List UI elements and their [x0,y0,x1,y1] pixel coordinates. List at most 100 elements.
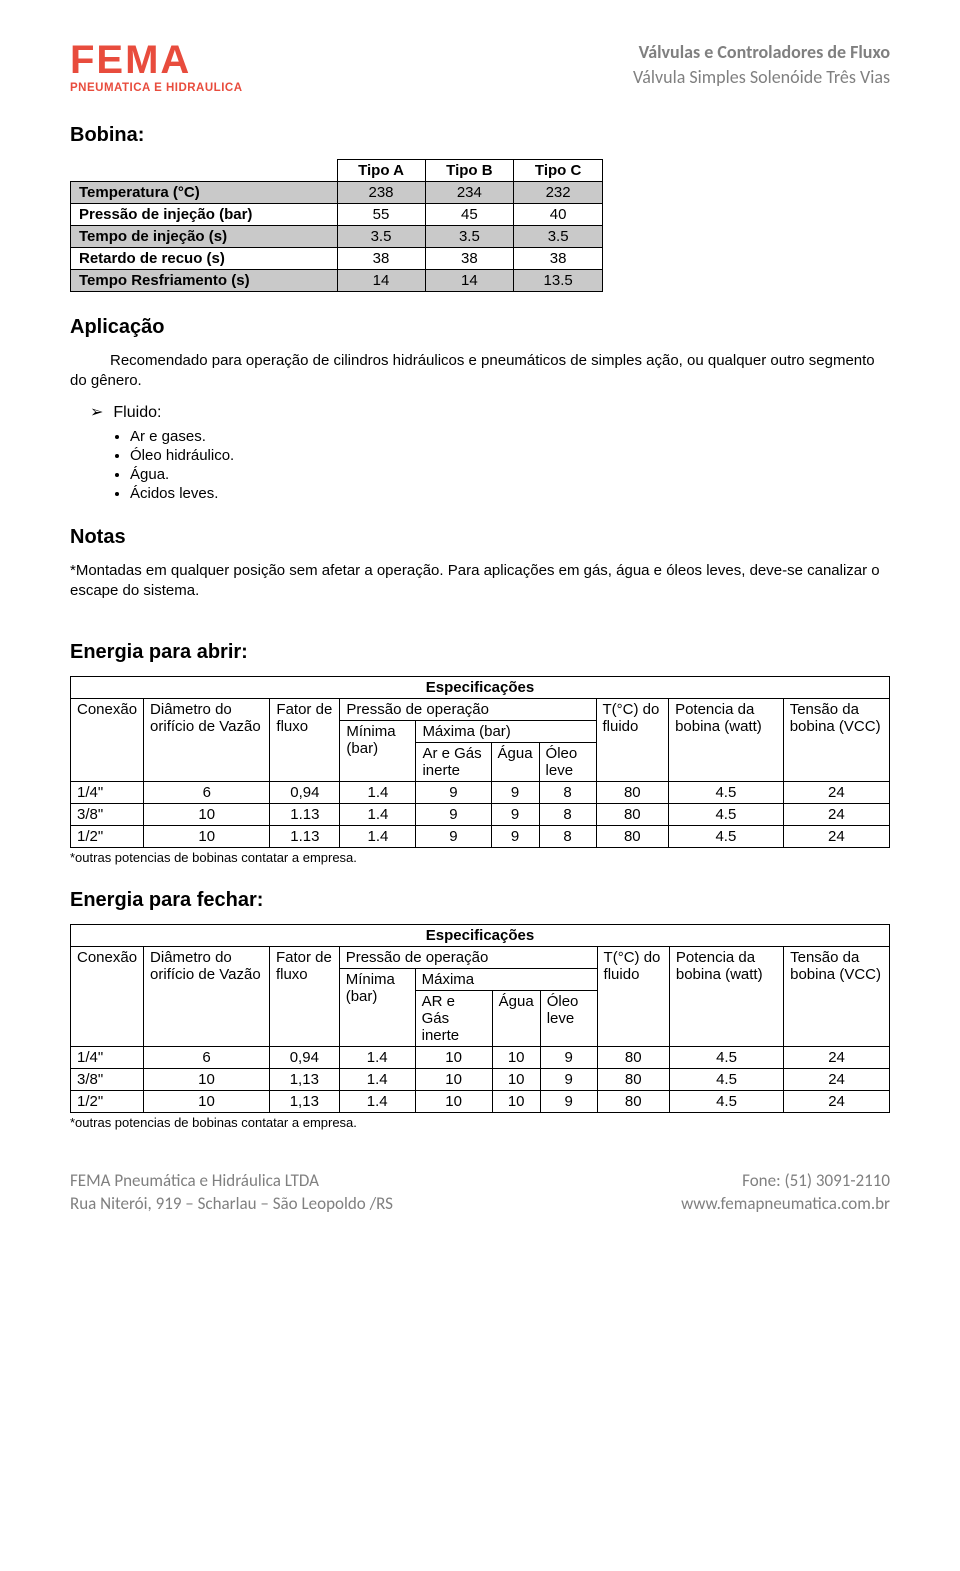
spec-row: 1/4"60,941.4998804.524 [71,782,890,804]
spec-row: 3/8"101.131.4998804.524 [71,804,890,826]
spec-cell: 4.5 [669,1069,783,1091]
spec-cell: 80 [596,804,669,826]
ea-h-temp: T(°C) do fluido [596,699,669,782]
ea-h-diam: Diâmetro do orifício de Vazão [144,699,270,782]
spec-cell: 1.4 [340,804,416,826]
bobina-cell: 13.5 [514,270,603,292]
ea-h-pressao: Pressão de operação [340,699,596,721]
spec-cell: 1.4 [340,782,416,804]
spec-cell: 8 [539,826,596,848]
spec-cell: 9 [491,804,539,826]
aplicacao-body: Recomendado para operação de cilindros h… [70,352,875,389]
footer-left1: FEMA Pneumática e Hidráulica LTDA [70,1170,393,1193]
spec-cell: 3/8" [71,1069,144,1091]
spec-cell: 6 [144,782,270,804]
logo: FEMA PNEUMATICA E HIDRAULICA [70,40,243,94]
spec-cell: 10 [492,1047,540,1069]
header-line1: Válvulas e Controladores de Fluxo [633,40,890,65]
spec-cell: 1,13 [269,1069,339,1091]
spec-cell: 8 [539,782,596,804]
spec-cell: 4.5 [669,1091,783,1113]
bobina-cell: 3.5 [514,226,603,248]
ef-spec-label: Especificações [71,925,890,947]
spec-cell: 24 [783,804,889,826]
spec-cell: 1.13 [270,804,340,826]
spec-cell: 9 [416,826,491,848]
spec-cell: 4.5 [669,804,784,826]
page-footer: FEMA Pneumática e Hidráulica LTDA Rua Ni… [70,1170,890,1216]
logo-main-text: FEMA [70,40,243,80]
bobina-cell: 38 [425,248,514,270]
bobina-cell: 38 [337,248,425,270]
fluido-item: Ácidos leves. [130,485,890,502]
bobina-title: Bobina: [70,124,890,147]
ea-spec-label: Especificações [71,677,890,699]
spec-cell: 24 [783,826,889,848]
spec-cell: 1/4" [71,782,144,804]
header-subtitle: Válvulas e Controladores de Fluxo Válvul… [633,40,890,90]
bobina-cell: 234 [425,182,514,204]
spec-cell: 1/2" [71,826,144,848]
page-header: FEMA PNEUMATICA E HIDRAULICA Válvulas e … [70,40,890,94]
spec-cell: 4.5 [669,826,784,848]
bobina-cell: 40 [514,204,603,226]
bobina-row: Temperatura (°C)238234232 [71,182,603,204]
bobina-cell: 38 [514,248,603,270]
spec-cell: 1,13 [269,1091,339,1113]
spec-cell: 8 [539,804,596,826]
spec-cell: 24 [784,1047,890,1069]
energia-abrir-table: Especificações Conexão Diâmetro do orifí… [70,676,890,848]
spec-cell: 10 [492,1069,540,1091]
spec-cell: 10 [415,1047,492,1069]
spec-cell: 10 [492,1091,540,1113]
spec-cell: 1/4" [71,1047,144,1069]
spec-cell: 6 [144,1047,270,1069]
fluido-item: Óleo hidráulico. [130,447,890,464]
header-line2: Válvula Simples Solenóide Três Vias [633,65,890,90]
spec-cell: 9 [416,804,491,826]
bobina-col-a: Tipo A [337,160,425,182]
energia-fechar-table: Especificações Conexão Diâmetro do orifí… [70,924,890,1113]
ea-h-ar: Ar e Gás inerte [416,743,491,782]
spec-cell: 1.13 [270,826,340,848]
spec-cell: 24 [784,1091,890,1113]
footer-right1: Fone: (51) 3091-2110 [681,1170,890,1193]
bobina-table: Tipo A Tipo B Tipo C Temperatura (°C)238… [70,159,603,292]
ef-h-conexao: Conexão [71,947,144,1047]
bobina-row: Tempo de injeção (s)3.53.53.5 [71,226,603,248]
spec-cell: 1/2" [71,1091,144,1113]
spec-cell: 1.4 [339,1091,415,1113]
bobina-cell: 45 [425,204,514,226]
spec-cell: 10 [415,1069,492,1091]
spec-cell: 80 [597,1047,669,1069]
bobina-cell: 14 [425,270,514,292]
bobina-col-b: Tipo B [425,160,514,182]
spec-row: 1/2"101,131.410109804.524 [71,1091,890,1113]
aplicacao-text: Recomendado para operação de cilindros h… [70,351,890,392]
spec-cell: 10 [144,1069,270,1091]
energia-fechar-title: Energia para fechar: [70,889,890,912]
energia-abrir-title: Energia para abrir: [70,641,890,664]
spec-row: 1/4"60,941.410109804.524 [71,1047,890,1069]
ef-h-max: Máxima [415,969,597,991]
ef-h-pot: Potencia da bobina (watt) [669,947,783,1047]
aplicacao-title: Aplicação [70,316,890,339]
ef-h-fator: Fator de fluxo [269,947,339,1047]
bobina-row-label: Tempo de injeção (s) [71,226,338,248]
spec-cell: 9 [540,1069,597,1091]
ea-h-fator: Fator de fluxo [270,699,340,782]
spec-cell: 4.5 [669,782,784,804]
ef-h-min: Mínima (bar) [339,969,415,1047]
spec-cell: 24 [784,1069,890,1091]
footer-left2: Rua Niterói, 919 – Scharlau – São Leopol… [70,1193,393,1216]
ef-h-ar: AR e Gás inerte [415,991,492,1047]
bobina-corner [71,160,338,182]
fluido-heading-list: Fluido: [70,402,890,422]
bobina-cell: 3.5 [425,226,514,248]
spec-cell: 3/8" [71,804,144,826]
fluido-item: Ar e gases. [130,428,890,445]
spec-row: 3/8"101,131.410109804.524 [71,1069,890,1091]
spec-cell: 10 [415,1091,492,1113]
spec-cell: 9 [491,826,539,848]
spec-cell: 80 [596,782,669,804]
